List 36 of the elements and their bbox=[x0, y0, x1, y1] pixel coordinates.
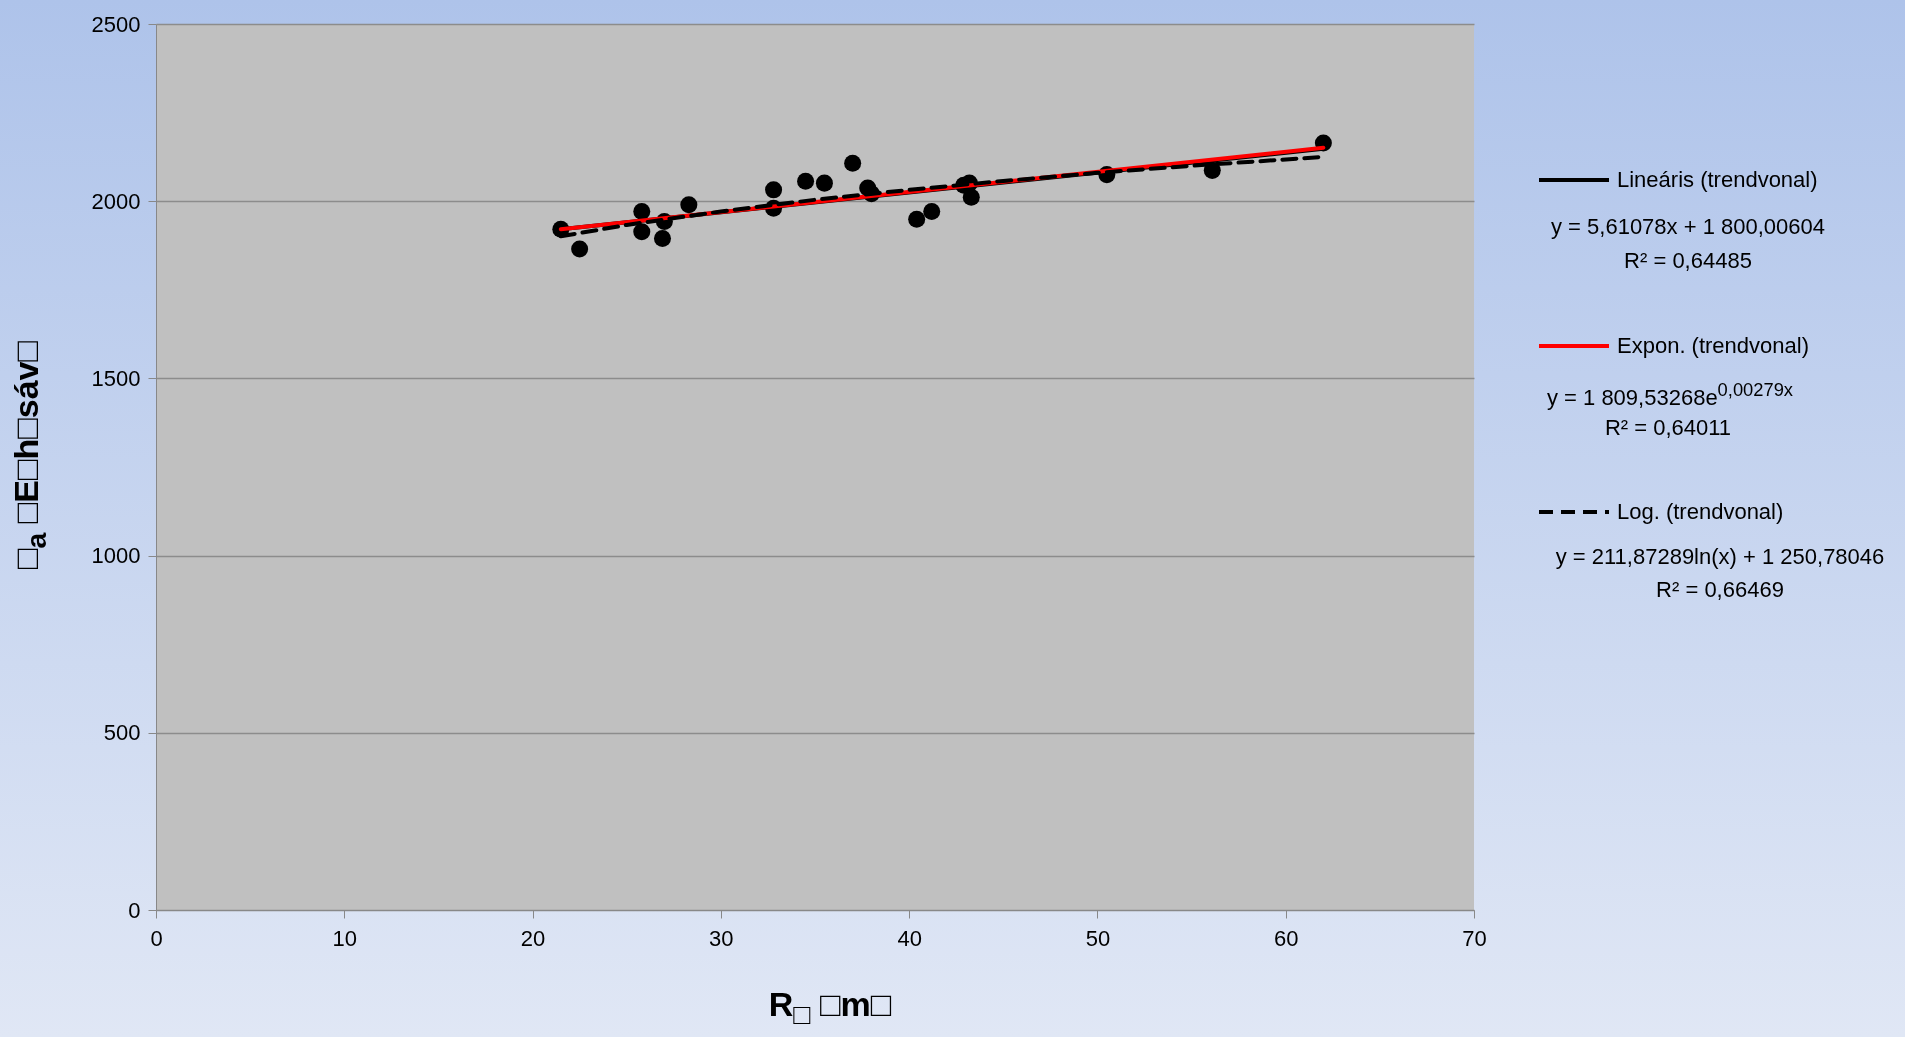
text: y = 5,61078x + 1 800,00604 bbox=[1550, 214, 1826, 240]
y-tick-label: 2000 bbox=[91, 188, 141, 214]
y-tick-label: 0 bbox=[128, 897, 141, 923]
y-tick-label: 1500 bbox=[91, 365, 141, 391]
point bbox=[797, 172, 815, 190]
text: y = 211,87289ln(x) + 1 250,78046 bbox=[1555, 544, 1885, 570]
point bbox=[571, 240, 589, 258]
point bbox=[653, 229, 671, 247]
point bbox=[680, 196, 698, 214]
point bbox=[962, 188, 980, 206]
x-tick-label: 30 bbox=[709, 925, 734, 951]
legend-label: Log. (trendvonal) bbox=[1617, 499, 1784, 524]
text: R² = 0,64011 bbox=[1604, 415, 1732, 441]
x-axis-title: R$_{□}$ □m□ bbox=[768, 985, 892, 1031]
legend-label: Expon. (trendvonal) bbox=[1617, 333, 1809, 358]
text: y = 1 809,53268e$^{0,00279x}$ bbox=[1546, 379, 1794, 411]
x-tick-label: 60 bbox=[1273, 925, 1299, 951]
x-tick-label: 50 bbox=[1085, 925, 1111, 951]
y-tick-label: 500 bbox=[103, 720, 141, 746]
y-tick-label: 1000 bbox=[91, 543, 141, 569]
x-tick-label: 40 bbox=[897, 925, 922, 951]
text: R² = 0,66469 bbox=[1656, 577, 1784, 603]
x-tick-label: 70 bbox=[1462, 925, 1487, 951]
legend-label: Lineáris (trendvonal) bbox=[1617, 167, 1818, 192]
point bbox=[815, 174, 833, 192]
x-tick-label: 0 bbox=[150, 925, 163, 951]
point bbox=[844, 154, 862, 172]
point bbox=[908, 210, 926, 228]
x-tick-label: 20 bbox=[520, 925, 546, 951]
point bbox=[633, 223, 651, 241]
point bbox=[923, 202, 941, 220]
text: R² = 0,64485 bbox=[1624, 248, 1752, 274]
x-tick-label: 10 bbox=[332, 925, 358, 951]
point bbox=[633, 202, 651, 220]
point bbox=[765, 181, 783, 199]
y-tick-label: 2500 bbox=[91, 11, 141, 37]
